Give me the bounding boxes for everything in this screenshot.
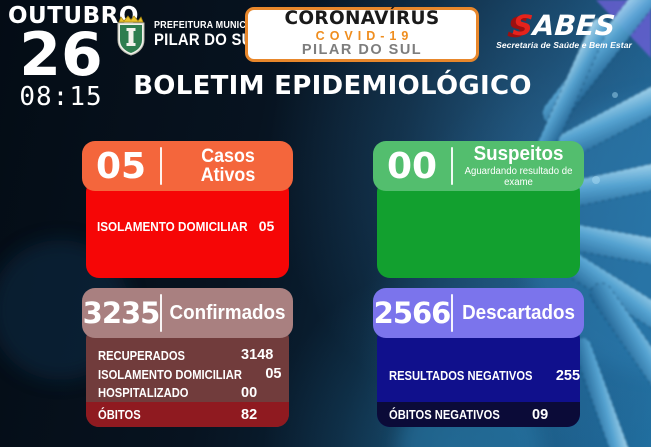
coat-of-arms-icon <box>117 15 145 56</box>
stat-label: ÓBITOS NEGATIVOS <box>389 407 500 422</box>
card-confirmados: RECUPERADOS 3148 ISOLAMENTO DOMICILIAR 0… <box>82 288 293 427</box>
stat-value: 05 <box>265 366 282 383</box>
suspeitos-header: 00 Suspeitos Aguardando resultado de exa… <box>373 141 584 191</box>
municipality-name: PREFEITURA MUNICIPAL PILAR DO SUL <box>154 21 267 49</box>
day-number: 26 <box>19 20 103 90</box>
coronavirus-banner: CORONAVÍRUS COVID-19 PILAR DO SUL <box>245 7 479 62</box>
confirmados-label: Confirmados <box>169 301 286 324</box>
sabes-wordmark: SABES <box>492 9 636 42</box>
casos-ativos-body: ISOLAMENTO DOMICILIAR 05 <box>86 179 289 278</box>
card-casos-ativos: ISOLAMENTO DOMICILIAR 05 05 Casos Ativos <box>82 141 293 278</box>
descartados-header: 2566 Descartados <box>373 288 584 338</box>
sabes-tagline: Secretaria de Saúde e Bem Estar <box>496 40 632 50</box>
confirmados-body: RECUPERADOS 3148 ISOLAMENTO DOMICILIAR 0… <box>86 326 289 427</box>
suspeitos-count: 00 <box>386 145 438 187</box>
divider <box>160 294 162 332</box>
page-title: BOLETIM EPIDEMIOLÓGICO <box>133 71 532 101</box>
stat-value: 09 <box>532 406 549 423</box>
card-descartados: RESULTADOS NEGATIVOS 2557 ÓBITOS NEGATIV… <box>373 288 584 427</box>
stat-label: RESULTADOS NEGATIVOS <box>389 368 533 383</box>
municipality-line2: PILAR DO SUL <box>154 31 263 50</box>
resultados-negativos-row: RESULTADOS NEGATIVOS 2557 <box>377 366 580 385</box>
suspeitos-body <box>377 179 580 278</box>
stat-label: ISOLAMENTO DOMICILIAR <box>97 219 248 234</box>
stat-value: 00 <box>241 384 258 401</box>
descartados-label: Descartados <box>462 301 575 324</box>
divider <box>160 147 162 185</box>
obitos-negativos-row: ÓBITOS NEGATIVOS 09 <box>377 402 580 427</box>
stat-value: 05 <box>258 218 275 234</box>
stat-label: RECUPERADOS <box>98 347 185 363</box>
descartados-body: RESULTADOS NEGATIVOS 2557 ÓBITOS NEGATIV… <box>377 326 580 427</box>
municipality-logo: PREFEITURA MUNICIPAL PILAR DO SUL <box>112 14 279 56</box>
time-label: 08:15 <box>19 82 103 113</box>
suspeitos-sublabel: Aguardando resultado de exame <box>464 165 573 188</box>
stat-value: 3148 <box>241 347 274 364</box>
sabes-wordmark-rest: ABES <box>531 9 617 42</box>
stat-label: ISOLAMENTO DOMICILIAR <box>98 366 242 382</box>
banner-subtitle: COVID-19 <box>315 28 414 43</box>
descartados-count: 2566 <box>373 296 452 330</box>
municipality-line1: PREFEITURA MUNICIPAL <box>154 20 267 32</box>
card-suspeitos: 00 Suspeitos Aguardando resultado de exa… <box>373 141 584 278</box>
casos-ativos-label: Casos Ativos <box>200 145 255 186</box>
stat-value: 82 <box>241 406 258 423</box>
isolamento-domiciliar-stat: ISOLAMENTO DOMICILIAR 05 <box>86 218 289 236</box>
banner-city: PILAR DO SUL <box>301 42 423 59</box>
month-label: OUTUBRO <box>8 3 139 29</box>
confirmados-header: 3235 Confirmados <box>82 288 293 338</box>
stat-label: HOSPITALIZADO <box>98 385 189 401</box>
stat-value: 2557 <box>555 367 580 384</box>
recuperados-row: RECUPERADOS 3148 <box>86 346 289 365</box>
confirmados-count: 3235 <box>82 296 161 330</box>
casos-ativos-count: 05 <box>95 145 147 187</box>
casos-ativos-header: 05 Casos Ativos <box>82 141 293 191</box>
hospitalizado-row: HOSPITALIZADO 00 <box>86 384 289 403</box>
sabes-logo: SABES Secretaria de Saúde e Bem Estar <box>492 9 636 50</box>
date-block: OUTUBRO 26 08:15 <box>8 3 139 113</box>
sabes-wordmark-prefix: S <box>511 9 535 42</box>
isolamento-domiciliar-row: ISOLAMENTO DOMICILIAR 05 <box>86 365 289 384</box>
obitos-row: ÓBITOS 82 <box>86 402 289 427</box>
divider <box>451 294 453 332</box>
divider <box>451 147 453 185</box>
banner-title: CORONAVÍRUS <box>284 8 440 30</box>
suspeitos-label: Suspeitos <box>473 143 564 166</box>
stat-label: ÓBITOS <box>98 407 141 423</box>
